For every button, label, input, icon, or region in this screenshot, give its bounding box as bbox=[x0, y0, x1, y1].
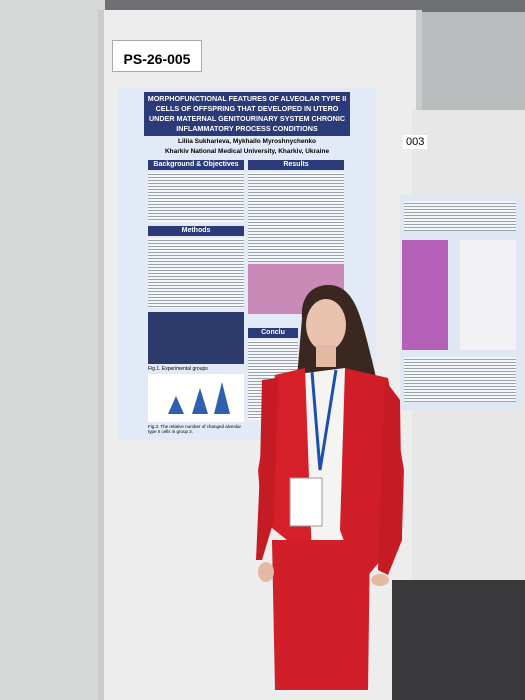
section-heading: Results bbox=[248, 160, 344, 170]
face bbox=[306, 299, 346, 351]
neighbor-poster bbox=[400, 195, 522, 410]
caption: Fig.3. The relative number of changed al… bbox=[148, 424, 241, 434]
poster-affiliation: Kharkiv National Medical University, Kha… bbox=[164, 148, 330, 155]
poster-authors: Liliia Sukharieva, Mykhailo Myroshnychen… bbox=[178, 138, 316, 145]
poster: MORPHOFUNCTIONAL FEATURES OF ALVEOLAR TY… bbox=[118, 88, 376, 440]
skirt bbox=[272, 540, 370, 690]
side-wall bbox=[0, 0, 105, 700]
section-text bbox=[148, 238, 244, 308]
figure bbox=[148, 312, 244, 364]
badge bbox=[289, 477, 323, 527]
lanyard bbox=[310, 369, 338, 471]
ceiling bbox=[105, 0, 525, 12]
section-text bbox=[248, 172, 344, 262]
sleeve-left bbox=[256, 378, 278, 560]
neighbor-text bbox=[404, 357, 516, 402]
chart-drawing bbox=[168, 382, 230, 414]
hand bbox=[258, 562, 274, 582]
board-code: PS-26-005 bbox=[112, 40, 202, 72]
section-heading: Background & Objectives bbox=[148, 160, 244, 170]
sleeve-right bbox=[378, 380, 402, 575]
neighbor-code: 003 bbox=[403, 135, 428, 149]
poster-title: MORPHOFUNCTIONAL FEATURES OF ALVEOLAR TY… bbox=[144, 92, 350, 136]
caption: Fig.1. Experimental groups bbox=[148, 366, 208, 372]
floor-shadow bbox=[392, 580, 525, 700]
section-heading: Methods bbox=[148, 226, 244, 236]
hand bbox=[371, 574, 389, 586]
chart-figure bbox=[148, 374, 244, 422]
neighbor-figure bbox=[402, 240, 448, 350]
neighbor-title bbox=[404, 201, 516, 231]
section-text bbox=[148, 172, 244, 222]
neighbor-chart bbox=[460, 240, 516, 350]
section-heading: Conclu bbox=[248, 328, 298, 338]
neck bbox=[316, 345, 336, 367]
